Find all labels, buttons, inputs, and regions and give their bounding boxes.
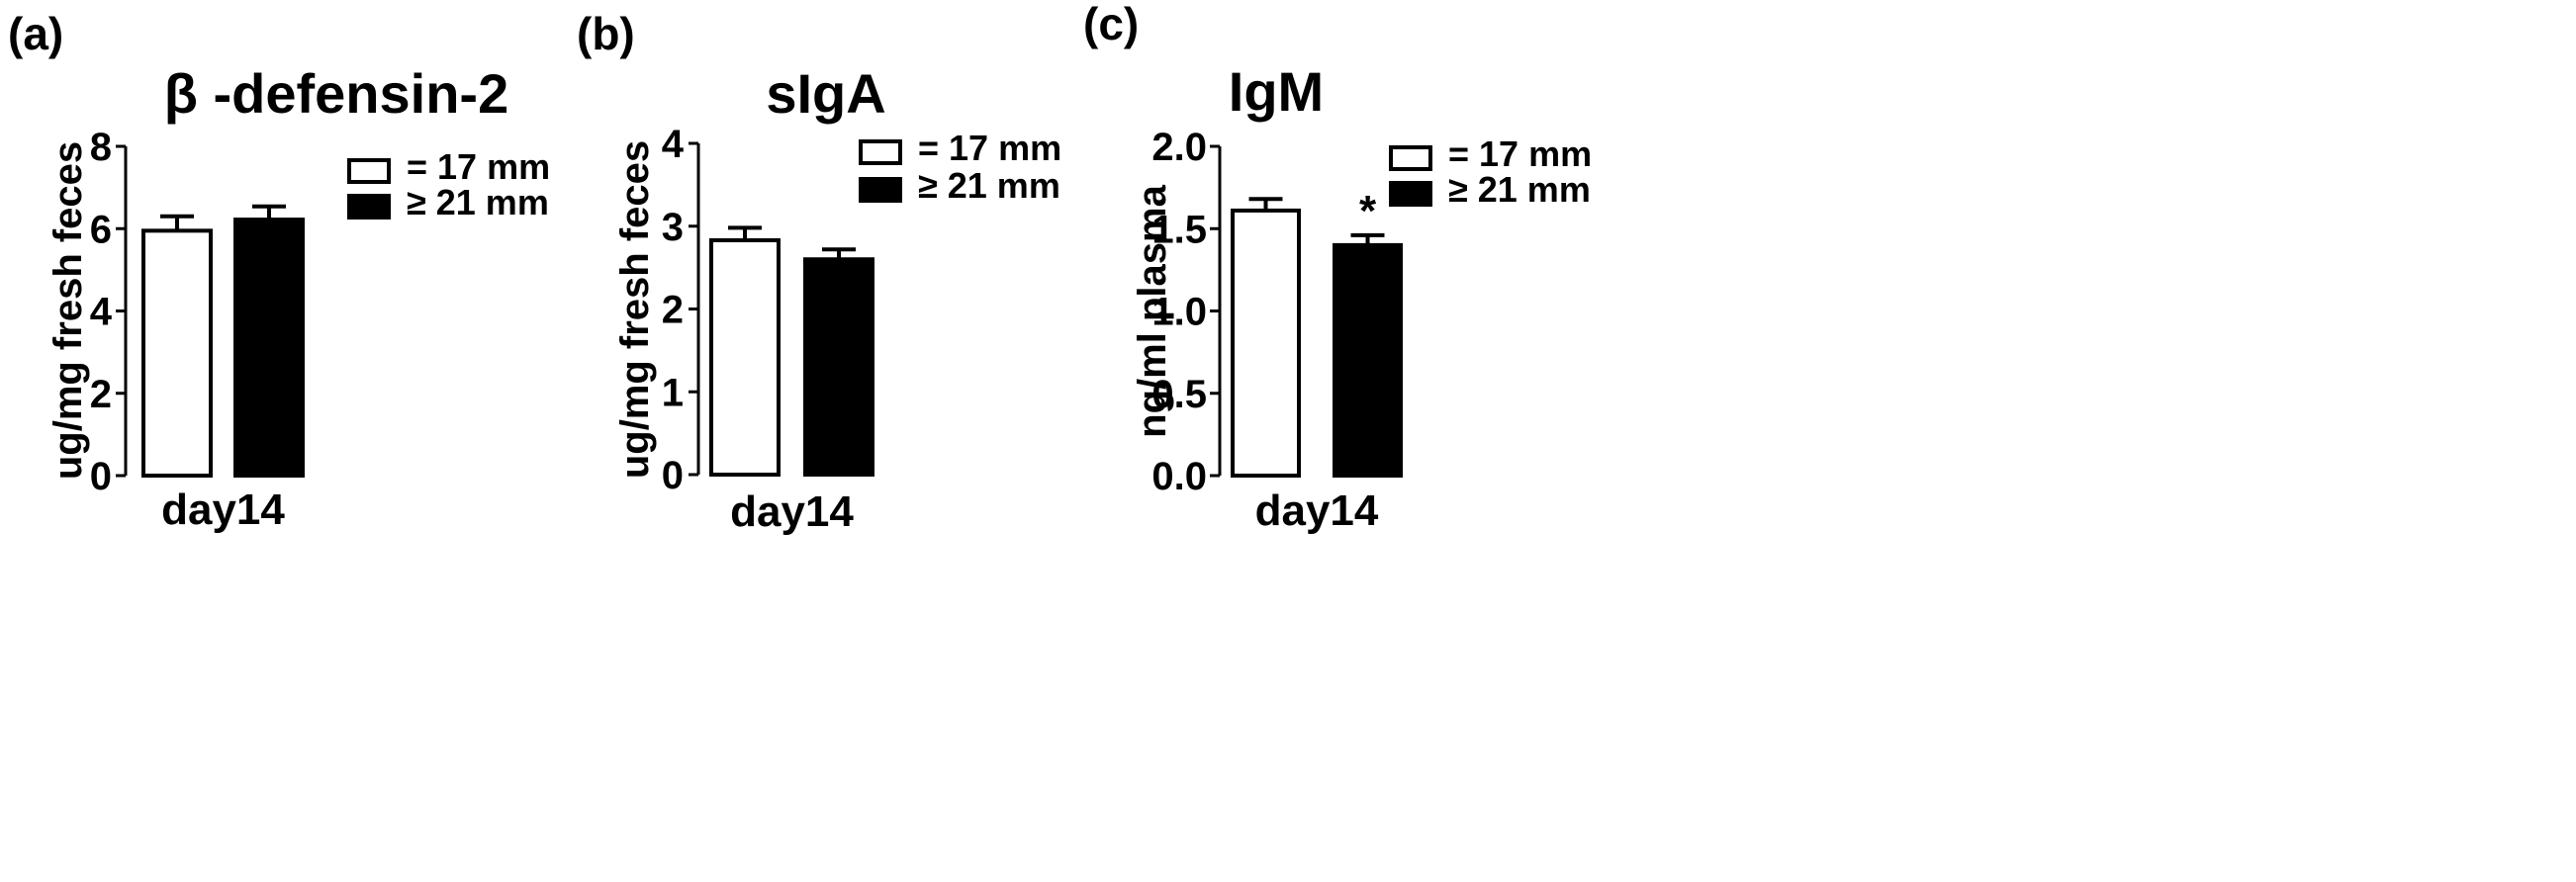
chart-panel-b: (b) sIgA 0 1 2 3 4ug/mg fresh feces day14 = 17 m… <box>577 8 1061 536</box>
y-axis-label: ng/ml plasma <box>1131 184 1174 437</box>
bar-open <box>709 237 781 477</box>
y-tick-label: 2.0 <box>1151 126 1207 169</box>
legend-swatch-filled <box>347 194 391 220</box>
x-category-label: day14 <box>161 485 285 534</box>
legend-label: = 17 mm <box>1448 133 1592 174</box>
panel-label: (a) <box>8 8 63 59</box>
y-tick-label: 3 <box>662 206 684 249</box>
legend-label: ≥ 21 mm <box>918 165 1060 206</box>
legend-swatch-filled <box>859 177 902 203</box>
y-tick-label: 1 <box>662 371 684 414</box>
chart-title: IgM <box>1229 60 1324 123</box>
y-tick-label: 4 <box>90 291 113 334</box>
panel-label: (b) <box>577 8 635 59</box>
legend-swatch-open <box>1389 145 1432 171</box>
x-category-label: day14 <box>1255 486 1379 535</box>
y-tick-label: 1.0 <box>1151 291 1207 334</box>
y-tick-label: 2 <box>90 373 112 416</box>
x-category-label: day14 <box>730 487 854 536</box>
bar-filled <box>1333 242 1403 478</box>
panel-label: (c) <box>1083 0 1139 49</box>
y-tick-label: 4 <box>662 123 685 166</box>
chart-title: β -defensin-2 <box>164 62 508 125</box>
chart-title: sIgA <box>766 62 885 125</box>
y-tick-label: 2 <box>662 289 684 332</box>
legend-swatch-open <box>859 139 902 165</box>
bar-open <box>1231 208 1301 478</box>
bar-filled <box>233 218 305 478</box>
y-tick-label: 0.5 <box>1151 373 1207 416</box>
legend-label: = 17 mm <box>407 146 550 187</box>
y-tick-label: 1.5 <box>1151 208 1207 251</box>
legend-swatch-filled <box>1389 181 1432 207</box>
chart-panel-c: (c) IgM 0.0 0.5 1.0 1.5 2.0 ng/ml plasma * day14 =… <box>1083 0 1592 535</box>
y-tick-label: 8 <box>90 126 112 169</box>
y-axis-label: ug/mg fresh feces <box>46 141 90 480</box>
bar-open <box>141 228 213 478</box>
bar-filled <box>803 257 874 477</box>
significance-marker: * <box>1359 187 1377 235</box>
legend-label: ≥ 21 mm <box>1448 169 1591 210</box>
chart-panel-a: (a) β -defensin-2 0 2 4 6 8ug/mg fresh feces da… <box>8 8 550 534</box>
y-tick-label: 6 <box>90 208 112 251</box>
y-tick-label: 0.0 <box>1151 455 1207 498</box>
y-tick-label: 0 <box>662 454 684 497</box>
y-axis-label: ug/mg fresh feces <box>613 140 657 479</box>
legend-swatch-open <box>347 158 391 184</box>
legend-label: ≥ 21 mm <box>407 182 549 222</box>
y-tick-label: 0 <box>90 455 112 498</box>
legend-label: = 17 mm <box>918 128 1061 168</box>
